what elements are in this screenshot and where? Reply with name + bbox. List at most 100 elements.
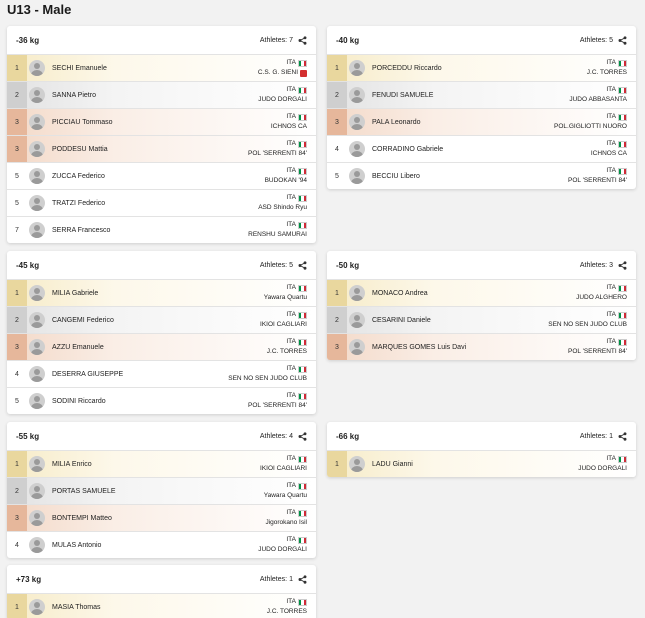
athlete-row[interactable]: 4 CORRADINO Gabriele ITA ICHNOS CA xyxy=(327,135,636,162)
athlete-row[interactable]: 5 BECCIU Libero ITA POL 'SERRENTI 84' xyxy=(327,162,636,189)
athlete-name[interactable]: AZZU Emanuele xyxy=(52,343,104,351)
flag-italy-icon xyxy=(298,140,307,148)
flag-italy-icon xyxy=(298,392,307,400)
athlete-name[interactable]: LADU Gianni xyxy=(372,460,413,468)
card-header: -45 kg Athletes: 5 xyxy=(7,251,316,279)
athlete-row[interactable]: 3 PALA Leonardo ITA POL.GIGLIOTTI NUORO xyxy=(327,108,636,135)
share-icon[interactable] xyxy=(298,431,307,441)
card-header: -40 kg Athletes: 5 xyxy=(327,26,636,54)
athlete-name[interactable]: PALA Leonardo xyxy=(372,118,421,126)
athlete-name[interactable]: SECHI Emanuele xyxy=(52,64,107,72)
athlete-name[interactable]: MILIA Gabriele xyxy=(52,289,99,297)
club-name: RENSHU SAMURAI xyxy=(248,230,307,240)
rank: 3 xyxy=(7,109,27,135)
athlete-name[interactable]: BECCIU Libero xyxy=(372,172,420,180)
nation-code: ITA xyxy=(286,86,296,93)
nation-code: ITA xyxy=(286,284,296,291)
club-name-text: JUDO DORGALI xyxy=(258,96,307,103)
share-icon[interactable] xyxy=(298,260,307,270)
athlete-row[interactable]: 1 LADU Gianni ITA JUDO DORGALI xyxy=(327,450,636,477)
avatar-icon xyxy=(29,141,45,157)
rank: 2 xyxy=(7,478,27,504)
athlete-name[interactable]: CORRADINO Gabriele xyxy=(372,145,444,153)
athlete-row[interactable]: 3 MARQUES GOMES Luis Davi ITA POL 'SERRENTI… xyxy=(327,333,636,360)
athlete-row[interactable]: 5 ZUCCA Federico ITA BUDOKAN '94 xyxy=(7,162,316,189)
share-icon[interactable] xyxy=(618,35,627,45)
athlete-name[interactable]: SANNA Pietro xyxy=(52,91,96,99)
athlete-row[interactable]: 1 MONACO Andrea ITA JUDO ALGHERO xyxy=(327,279,636,306)
athlete-row[interactable]: 3 BONTEMPI Matteo ITA Jigorokano Isil xyxy=(7,504,316,531)
nation: ITA xyxy=(286,481,307,491)
athlete-row[interactable]: 2 SANNA Pietro ITA JUDO DORGALI xyxy=(7,81,316,108)
club-name-text: POL 'SERRENTI 84' xyxy=(248,150,307,157)
athlete-row[interactable]: 5 TRATZI Federico ITA ASD Shindo Ryu xyxy=(7,189,316,216)
athlete-name[interactable]: FENUDI SAMUELE xyxy=(372,91,434,99)
athlete-name[interactable]: BONTEMPI Matteo xyxy=(52,514,112,522)
athlete-row[interactable]: 2 CANGEMI Federico ITA IKIOI CAGLIARI xyxy=(7,306,316,333)
share-icon[interactable] xyxy=(618,431,627,441)
athlete-name[interactable]: MASIA Thomas xyxy=(52,603,101,611)
share-icon[interactable] xyxy=(618,260,627,270)
athlete-name[interactable]: PORTAS SAMUELE xyxy=(52,487,116,495)
athlete-affiliation: ITA JUDO DORGALI xyxy=(196,85,316,105)
rank: 1 xyxy=(7,55,27,81)
club-name: C.S. G. SIENI xyxy=(258,68,307,78)
nation: ITA xyxy=(606,310,627,320)
athlete-affiliation: ITA POL 'SERRENTI 84' xyxy=(516,166,636,186)
athlete-name[interactable]: CESARINI Daniele xyxy=(372,316,431,324)
athletes-count: Athletes: 4 xyxy=(260,431,307,441)
athlete-row[interactable]: 1 MILIA Enrico ITA IKIOI CAGLIARI xyxy=(7,450,316,477)
athlete-name[interactable]: TRATZI Federico xyxy=(52,199,106,207)
flag-italy-icon xyxy=(618,59,627,67)
athlete-row[interactable]: 7 SERRA Francesco ITA RENSHU SAMURAI xyxy=(7,216,316,243)
athlete-row[interactable]: 1 MASIA Thomas ITA J.C. TORRES xyxy=(7,593,316,618)
athlete-row[interactable]: 2 CESARINI Daniele ITA SEN NO SEN JUDO CLUB xyxy=(327,306,636,333)
athlete-name[interactable]: SODINI Riccardo xyxy=(52,397,106,405)
athlete-name[interactable]: ZUCCA Federico xyxy=(52,172,105,180)
athlete-row[interactable]: 1 MILIA Gabriele ITA Yawara Quartu xyxy=(7,279,316,306)
share-icon[interactable] xyxy=(298,574,307,584)
athlete-name[interactable]: DESERRA GIUSEPPE xyxy=(52,370,124,378)
athlete-name[interactable]: SERRA Francesco xyxy=(52,226,111,234)
club-name: JUDO ABBASANTA xyxy=(569,95,627,105)
nation-code: ITA xyxy=(286,598,296,605)
athlete-row[interactable]: 4 DESERRA GIUSEPPE ITA SEN NO SEN JUDO CLUB xyxy=(7,360,316,387)
athlete-row[interactable]: 3 PODDESU Mattia ITA POL 'SERRENTI 84' xyxy=(7,135,316,162)
athlete-row[interactable]: 2 PORTAS SAMUELE ITA Yawara Quartu xyxy=(7,477,316,504)
nation: ITA xyxy=(286,112,307,122)
athlete-affiliation: ITA IKIOI CAGLIARI xyxy=(196,310,316,330)
category-label: +73 kg xyxy=(16,574,42,584)
athletes-label: Athletes: xyxy=(579,432,608,440)
athlete-row[interactable]: 3 PICCIAU Tommaso ITA ICHNOS CA xyxy=(7,108,316,135)
athlete-row[interactable]: 1 PORCEDDU Riccardo ITA J.C. TORRES xyxy=(327,54,636,81)
athlete-row[interactable]: 4 MULAS Antonio ITA JUDO DORGALI xyxy=(7,531,316,558)
nation-code: ITA xyxy=(286,455,296,462)
athlete-row[interactable]: 1 SECHI Emanuele ITA C.S. G. SIENI xyxy=(7,54,316,81)
club-name-text: ASD Shindo Ryu xyxy=(258,204,307,211)
rank: 4 xyxy=(15,370,19,378)
share-icon[interactable] xyxy=(298,35,307,45)
athlete-name[interactable]: PODDESU Mattia xyxy=(52,145,108,153)
athlete-name[interactable]: PORCEDDU Riccardo xyxy=(372,64,442,72)
athlete-name[interactable]: PICCIAU Tommaso xyxy=(52,118,113,126)
athlete-name[interactable]: MARQUES GOMES Luis Davi xyxy=(372,343,467,351)
club-name: JUDO DORGALI xyxy=(258,545,307,555)
athlete-name[interactable]: MONACO Andrea xyxy=(372,289,428,297)
club-name-text: ICHNOS CA xyxy=(270,123,307,130)
athletes-count: Athletes: 1 xyxy=(260,574,307,584)
rank: 3 xyxy=(327,334,347,360)
nation: ITA xyxy=(606,283,627,293)
flag-italy-icon xyxy=(298,194,307,202)
athlete-affiliation: ITA J.C. TORRES xyxy=(516,58,636,78)
athlete-name[interactable]: CANGEMI Federico xyxy=(52,316,114,324)
athlete-row[interactable]: 3 AZZU Emanuele ITA J.C. TORRES xyxy=(7,333,316,360)
flag-italy-icon xyxy=(298,536,307,544)
flag-italy-icon xyxy=(298,311,307,319)
athlete-name[interactable]: MILIA Enrico xyxy=(52,460,92,468)
athlete-row[interactable]: 2 FENUDI SAMUELE ITA JUDO ABBASANTA xyxy=(327,81,636,108)
rank: 3 xyxy=(7,334,27,360)
athlete-affiliation: ITA BUDOKAN '94 xyxy=(196,166,316,186)
athletes-count-value: 1 xyxy=(609,432,613,440)
athlete-row[interactable]: 5 SODINI Riccardo ITA POL 'SERRENTI 84' xyxy=(7,387,316,414)
athlete-name[interactable]: MULAS Antonio xyxy=(52,541,102,549)
